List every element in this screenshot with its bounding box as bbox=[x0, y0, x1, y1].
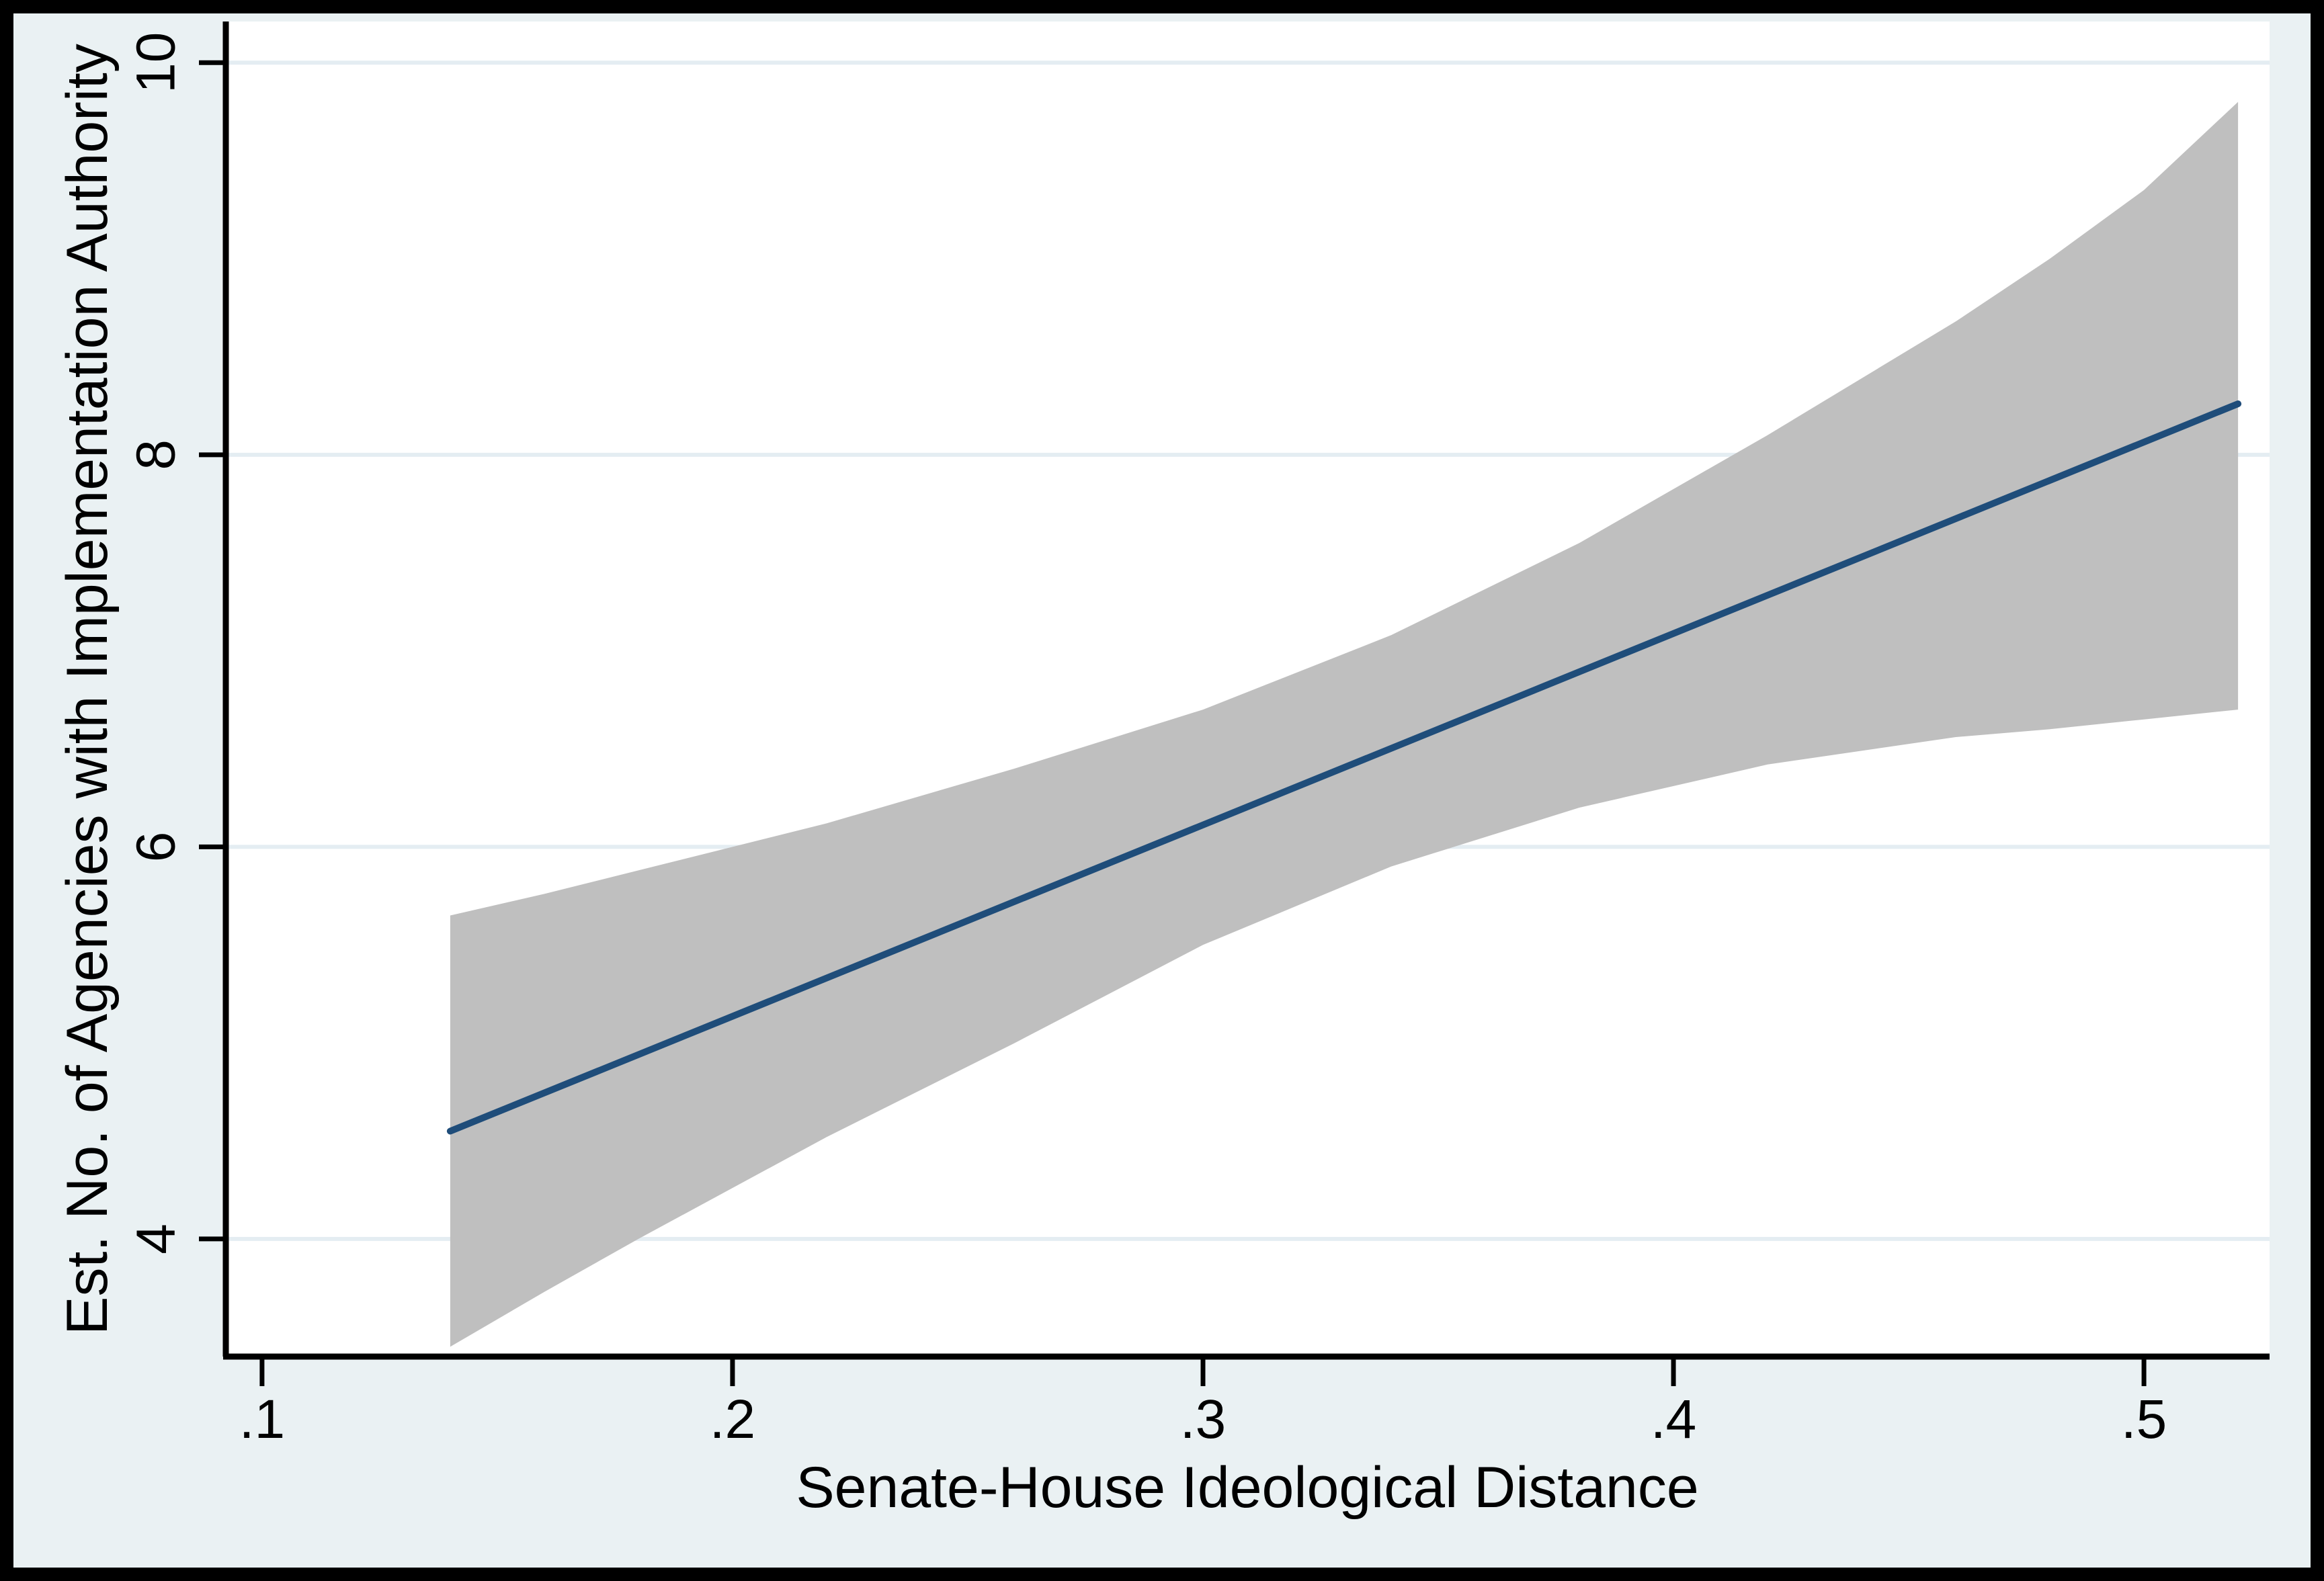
x-axis-ticks: .1 .2 .3 .4 .5 bbox=[239, 1359, 2167, 1450]
y-tick-label: 6 bbox=[125, 832, 186, 863]
axes bbox=[222, 22, 2270, 1360]
x-tick-label: .2 bbox=[710, 1389, 755, 1450]
y-tick-label: 8 bbox=[126, 439, 187, 470]
x-tick-label: .5 bbox=[2121, 1389, 2167, 1450]
x-tick-label: .4 bbox=[1651, 1389, 1696, 1450]
confidence-band bbox=[450, 101, 2239, 1347]
prediction-line bbox=[446, 400, 2242, 1135]
x-tick-label: .3 bbox=[1180, 1389, 1226, 1450]
x-axis-title: Senate-House Ideological Distance bbox=[796, 1455, 1698, 1520]
y-tick-label: 4 bbox=[126, 1224, 187, 1254]
y-tick-label: 10 bbox=[125, 32, 186, 93]
y-axis-title: Est. No. of Agencies with Implementation… bbox=[55, 44, 120, 1335]
x-tick-label: .1 bbox=[239, 1389, 285, 1450]
y-axis-ticks: 4 6 8 10 bbox=[125, 32, 224, 1254]
